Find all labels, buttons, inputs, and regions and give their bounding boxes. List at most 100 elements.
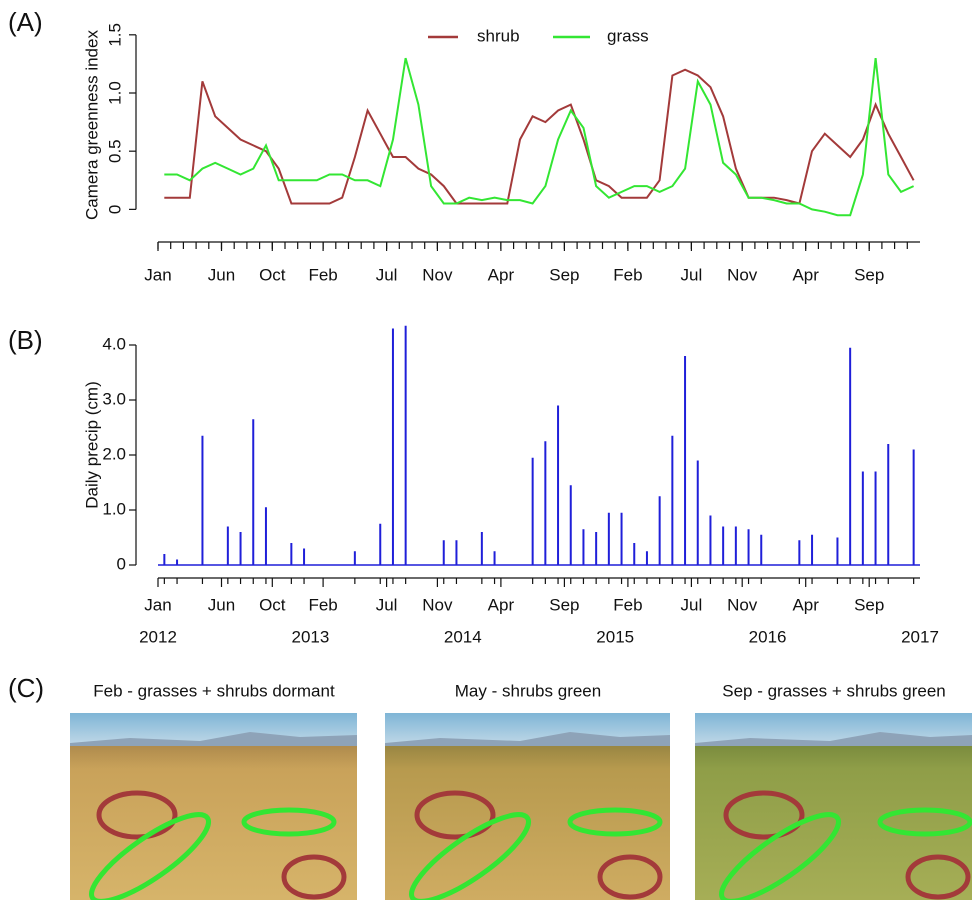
photo	[385, 713, 670, 900]
bar	[353, 551, 356, 565]
x-tick-label: Apr	[488, 595, 515, 614]
bar	[684, 356, 687, 565]
bar	[391, 328, 394, 565]
x-tick-label: Jun	[208, 265, 235, 284]
photo	[70, 713, 357, 900]
series-line	[164, 68, 915, 205]
x-tick-label: Jan	[144, 265, 171, 284]
x-tick-label: Nov	[727, 595, 758, 614]
panel-label: (A)	[8, 7, 43, 37]
x-tick-label: Sep	[854, 595, 884, 614]
bar	[176, 559, 179, 565]
bar	[861, 471, 864, 565]
x-tick-label: Feb	[613, 595, 642, 614]
x-tick-label: Jan	[144, 595, 171, 614]
bar	[404, 325, 407, 565]
x-tick-label: Feb	[308, 595, 337, 614]
x-tick-label: Jul	[681, 595, 703, 614]
x-tick-label: Jul	[681, 265, 703, 284]
bar	[912, 449, 915, 565]
bar	[722, 526, 725, 565]
legend-label: shrub	[477, 26, 520, 45]
x-tick-label: Jun	[208, 595, 235, 614]
bar	[811, 534, 814, 565]
x-tick-label: Jul	[376, 595, 398, 614]
y-tick-label: 0.5	[105, 139, 124, 163]
bar	[379, 523, 382, 565]
x-tick-label: Jul	[376, 265, 398, 284]
y-axis-title: Camera greenness index	[82, 30, 101, 220]
bar	[290, 543, 293, 565]
bar	[658, 496, 661, 565]
bar	[455, 540, 458, 565]
bar	[239, 532, 242, 565]
bar	[557, 405, 560, 565]
bar	[582, 529, 585, 565]
x-tick-label: Apr	[488, 265, 515, 284]
bar	[480, 532, 483, 565]
bar	[696, 460, 699, 565]
bar	[798, 540, 801, 565]
bar	[264, 507, 267, 565]
photo-caption: Feb - grasses + shrubs dormant	[93, 681, 335, 700]
x-tick-label: Sep	[549, 265, 579, 284]
bar	[620, 512, 623, 565]
year-label: 2013	[291, 627, 329, 646]
x-tick-label: Feb	[613, 265, 642, 284]
x-tick-label: Nov	[422, 595, 453, 614]
bar	[607, 512, 610, 565]
photo-caption: May - shrubs green	[455, 681, 601, 700]
x-tick-label: Sep	[854, 265, 884, 284]
x-tick-label: Nov	[422, 265, 453, 284]
x-tick-label: Oct	[259, 595, 286, 614]
photo	[695, 713, 972, 900]
year-label: 2012	[139, 627, 177, 646]
photo-caption: Sep - grasses + shrubs green	[722, 681, 945, 700]
bar	[531, 457, 534, 565]
bar	[760, 534, 763, 565]
y-tick-label: 2.0	[102, 444, 126, 463]
year-label: 2015	[596, 627, 634, 646]
bar	[303, 548, 306, 565]
bar	[709, 515, 712, 565]
bar	[874, 471, 877, 565]
panel-label: (B)	[8, 325, 43, 355]
bar	[887, 444, 890, 565]
x-tick-label: Apr	[792, 265, 819, 284]
y-tick-label: 1.0	[102, 499, 126, 518]
x-tick-label: Sep	[549, 595, 579, 614]
bar	[569, 485, 572, 565]
y-tick-label: 4.0	[102, 334, 126, 353]
bar	[201, 435, 204, 565]
y-tick-label: 0	[105, 205, 124, 214]
bar	[734, 526, 737, 565]
bar	[645, 551, 648, 565]
y-tick-label: 1.0	[105, 81, 124, 105]
bar	[595, 532, 598, 565]
x-tick-label: Feb	[308, 265, 337, 284]
bar	[633, 543, 636, 565]
y-tick-label: 0	[117, 554, 126, 573]
bar	[226, 526, 229, 565]
bar	[442, 540, 445, 565]
year-label: 2017	[901, 627, 939, 646]
y-axis-title: Daily precip (cm)	[82, 381, 101, 509]
series-line	[164, 57, 915, 217]
bar	[493, 551, 496, 565]
bar	[836, 537, 839, 565]
legend-label: grass	[607, 26, 649, 45]
bar	[671, 435, 674, 565]
panel-label: (C)	[8, 673, 44, 703]
bar	[163, 554, 166, 565]
y-tick-label: 3.0	[102, 389, 126, 408]
x-tick-label: Apr	[792, 595, 819, 614]
y-tick-label: 1.5	[105, 23, 124, 47]
x-tick-label: Nov	[727, 265, 758, 284]
year-label: 2016	[749, 627, 787, 646]
year-label: 2014	[444, 627, 482, 646]
bar	[252, 419, 255, 565]
bar	[849, 347, 852, 565]
x-tick-label: Oct	[259, 265, 286, 284]
bar	[747, 529, 750, 565]
